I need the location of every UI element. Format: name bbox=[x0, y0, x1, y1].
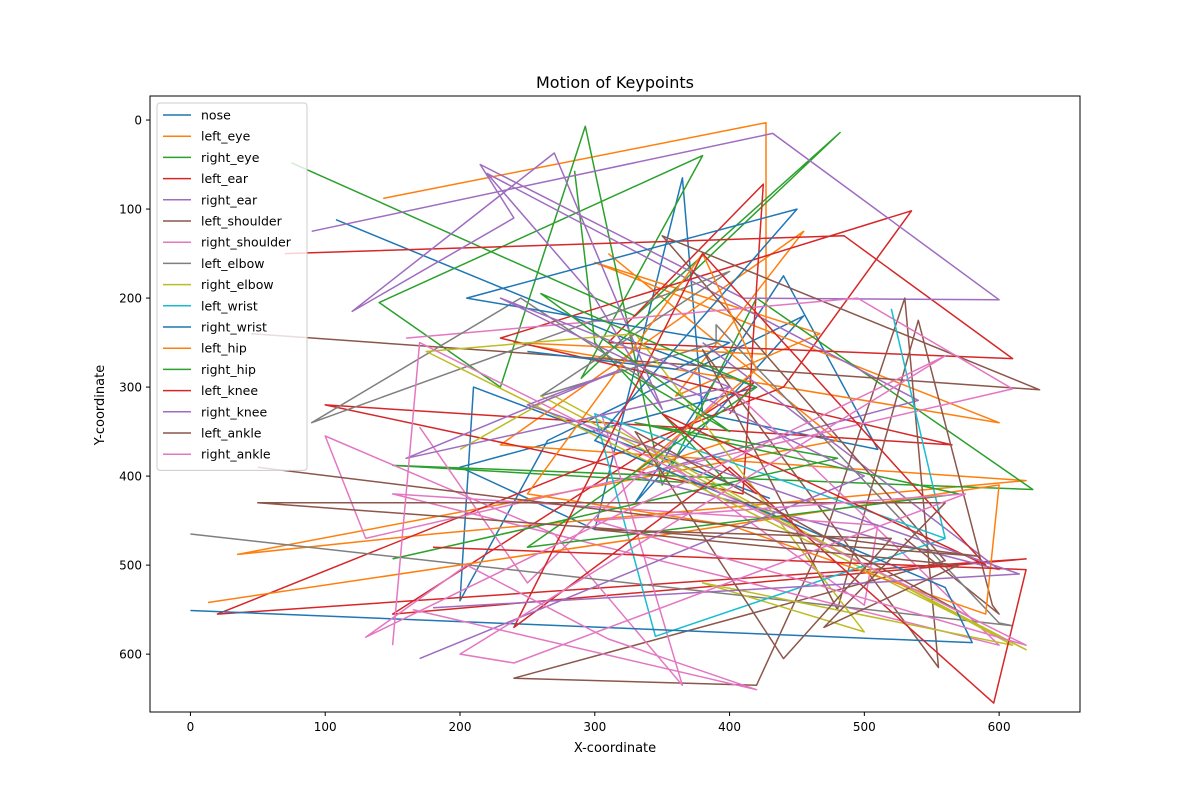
legend: nose left_eye right_eye left_ear right_earle… bbox=[156, 102, 308, 471]
series-line-nose bbox=[335, 177, 879, 602]
y-axis-label: Y-coordinate bbox=[93, 365, 108, 446]
y-tick-label: 200 bbox=[119, 292, 142, 306]
legend-label: left_knee bbox=[201, 383, 258, 398]
legend-label: right_elbow bbox=[201, 277, 274, 292]
x-axis-ticks: 0 100 200 300 400 500 600 bbox=[187, 712, 1011, 734]
y-tick-label: 0 bbox=[134, 114, 142, 128]
legend-label: left_ear bbox=[201, 171, 249, 186]
legend-label: left_elbow bbox=[201, 256, 264, 271]
series-line-right-eye bbox=[291, 125, 1034, 491]
series-line-left-wrist bbox=[594, 308, 946, 638]
y-tick-label: 500 bbox=[119, 559, 142, 573]
y-tick-label: 600 bbox=[119, 648, 142, 662]
x-tick-label: 400 bbox=[718, 720, 741, 734]
series-line-left-hip bbox=[207, 252, 1000, 615]
legend-box bbox=[156, 102, 308, 471]
series-layer bbox=[190, 121, 1041, 704]
x-tick-label: 100 bbox=[314, 720, 337, 734]
legend-label: right_shoulder bbox=[201, 235, 292, 250]
y-tick-label: 100 bbox=[119, 203, 142, 217]
chart-title: Motion of Keypoints bbox=[536, 73, 694, 92]
x-tick-label: 0 bbox=[187, 720, 195, 734]
series-line-right-knee bbox=[405, 297, 1021, 660]
legend-label: right_ankle bbox=[201, 447, 271, 462]
legend-label: left_shoulder bbox=[201, 214, 283, 229]
legend-label: left_eye bbox=[201, 129, 251, 144]
legend-label: nose bbox=[201, 108, 231, 123]
x-tick-label: 600 bbox=[988, 720, 1011, 734]
x-axis-label: X-coordinate bbox=[574, 741, 656, 756]
x-tick-label: 500 bbox=[853, 720, 876, 734]
legend-label: right_eye bbox=[201, 150, 260, 165]
series-line-right-hip bbox=[392, 292, 960, 560]
series-line-left-shoulder bbox=[251, 235, 1041, 687]
series-line-left-ankle bbox=[257, 430, 980, 660]
series-line-right-ankle bbox=[364, 341, 1027, 691]
x-tick-label: 300 bbox=[583, 720, 606, 734]
legend-label: right_wrist bbox=[201, 320, 267, 335]
plot-frame bbox=[149, 95, 1081, 713]
legend-label: left_hip bbox=[201, 341, 247, 356]
series-line-left-ear bbox=[216, 183, 1027, 615]
series-line-right-shoulder bbox=[324, 297, 1014, 687]
y-tick-label: 300 bbox=[119, 381, 142, 395]
series-line-right-ear bbox=[311, 132, 1000, 571]
legend-label: left_ankle bbox=[201, 426, 262, 441]
series-line-left-eye bbox=[236, 121, 1027, 556]
legend-label: left_wrist bbox=[201, 298, 258, 313]
legend-label: right_hip bbox=[201, 362, 256, 377]
series-line-left-elbow bbox=[190, 270, 1014, 627]
legend-label: right_ear bbox=[201, 192, 258, 207]
series-line-right-elbow bbox=[425, 332, 1027, 651]
legend-label: right_knee bbox=[201, 404, 267, 419]
x-tick-label: 200 bbox=[449, 720, 472, 734]
y-tick-label: 400 bbox=[119, 470, 142, 484]
y-axis-ticks: 0 100 200 300 400 500 600 bbox=[119, 114, 150, 662]
